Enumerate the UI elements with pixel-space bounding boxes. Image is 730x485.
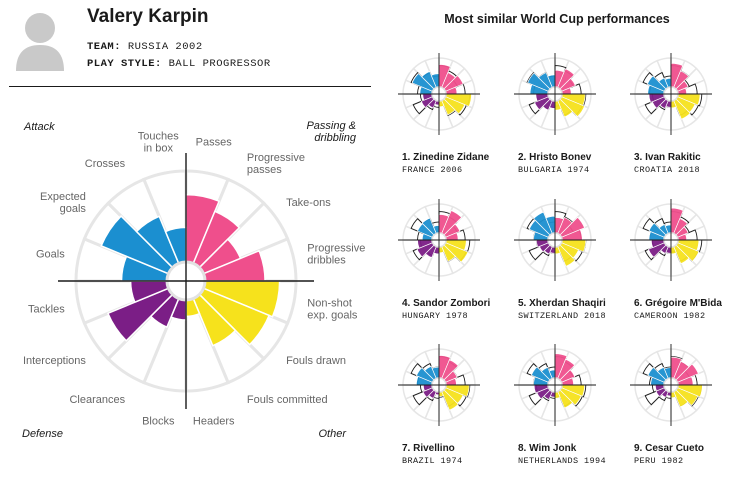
similar-player-name: 3. Ivan Rakitic xyxy=(634,152,701,163)
similar-player-team: NETHERLANDS 1994 xyxy=(518,456,607,466)
style-label: PLAY STYLE: xyxy=(87,58,162,70)
similar-player-name: 5. Xherdan Shaqiri xyxy=(518,298,606,309)
category-attack: Attack xyxy=(23,121,55,133)
similar-chart xyxy=(398,199,480,281)
similar-chart xyxy=(514,199,596,281)
similar-player-name: 8. Wim Jonk xyxy=(518,443,577,454)
metric-label: Passes xyxy=(196,137,233,149)
similar-player-team: FRANCE 2006 xyxy=(402,165,463,175)
similar-player-name: 2. Hristo Bonev xyxy=(518,152,592,163)
metric-label: Progressive passes xyxy=(247,152,305,176)
metric-label: Fouls committed xyxy=(247,394,328,406)
main-polar-chart: Passes Progressive passes Take-ons Progressi… xyxy=(22,120,365,440)
avatar xyxy=(16,13,64,71)
metric-label: Crosses xyxy=(85,158,126,170)
metric-label: Goals xyxy=(36,248,65,260)
similar-title: Most similar World Cup performances xyxy=(444,12,670,26)
divider xyxy=(9,86,371,87)
similar-chart xyxy=(630,53,712,135)
team-label: TEAM: xyxy=(87,41,122,53)
similar-player-team: CROATIA 2018 xyxy=(634,165,701,175)
similar-chart xyxy=(630,344,712,426)
metric-label: Non-shot exp. goals xyxy=(307,298,358,322)
player-name: Valery Karpin xyxy=(87,6,209,27)
similar-player-name: 7. Rivellino xyxy=(402,443,455,454)
metric-label: Progressive dribbles xyxy=(307,242,365,266)
metric-label: Interceptions xyxy=(23,355,86,367)
similar-chart xyxy=(398,53,480,135)
metric-label: Take-ons xyxy=(286,197,331,209)
metric-label: Fouls drawn xyxy=(286,355,346,367)
team-line: TEAM: RUSSIA 2002 xyxy=(87,41,203,53)
similar-player-team: BRAZIL 1974 xyxy=(402,456,463,466)
similar-player-team: BULGARIA 1974 xyxy=(518,165,590,175)
style-value: BALL PROGRESSOR xyxy=(168,58,271,70)
metric-label: Clearances xyxy=(69,394,125,406)
similar-player-name: 6. Grégoire M'Bida xyxy=(634,298,722,309)
metric-label: Headers xyxy=(193,415,235,427)
metric-label: Blocks xyxy=(142,415,175,427)
similar-chart xyxy=(630,199,712,281)
similar-player-team: CAMEROON 1982 xyxy=(634,311,706,321)
category-defense: Defense xyxy=(22,428,63,440)
style-line: PLAY STYLE: BALL PROGRESSOR xyxy=(87,58,271,70)
category-other: Other xyxy=(318,428,347,440)
similar-player-team: SWITZERLAND 2018 xyxy=(518,311,607,321)
similar-chart xyxy=(514,344,596,426)
metric-label: Touches in box xyxy=(138,131,179,155)
similar-player-team: HUNGARY 1978 xyxy=(402,311,469,321)
similar-player-name: 4. Sandor Zombori xyxy=(402,298,491,309)
similar-chart xyxy=(398,344,480,426)
similar-player-name: 9. Cesar Cueto xyxy=(634,443,705,454)
metric-label: Tackles xyxy=(28,304,65,316)
category-passing: Passing & dribbling xyxy=(306,120,356,144)
similar-chart xyxy=(514,53,596,135)
metric-label: Expected goals xyxy=(40,191,86,215)
similar-player-team: PERU 1982 xyxy=(634,456,684,466)
team-value: RUSSIA 2002 xyxy=(127,41,203,53)
similar-player-name: 1. Zinedine Zidane xyxy=(402,152,490,163)
